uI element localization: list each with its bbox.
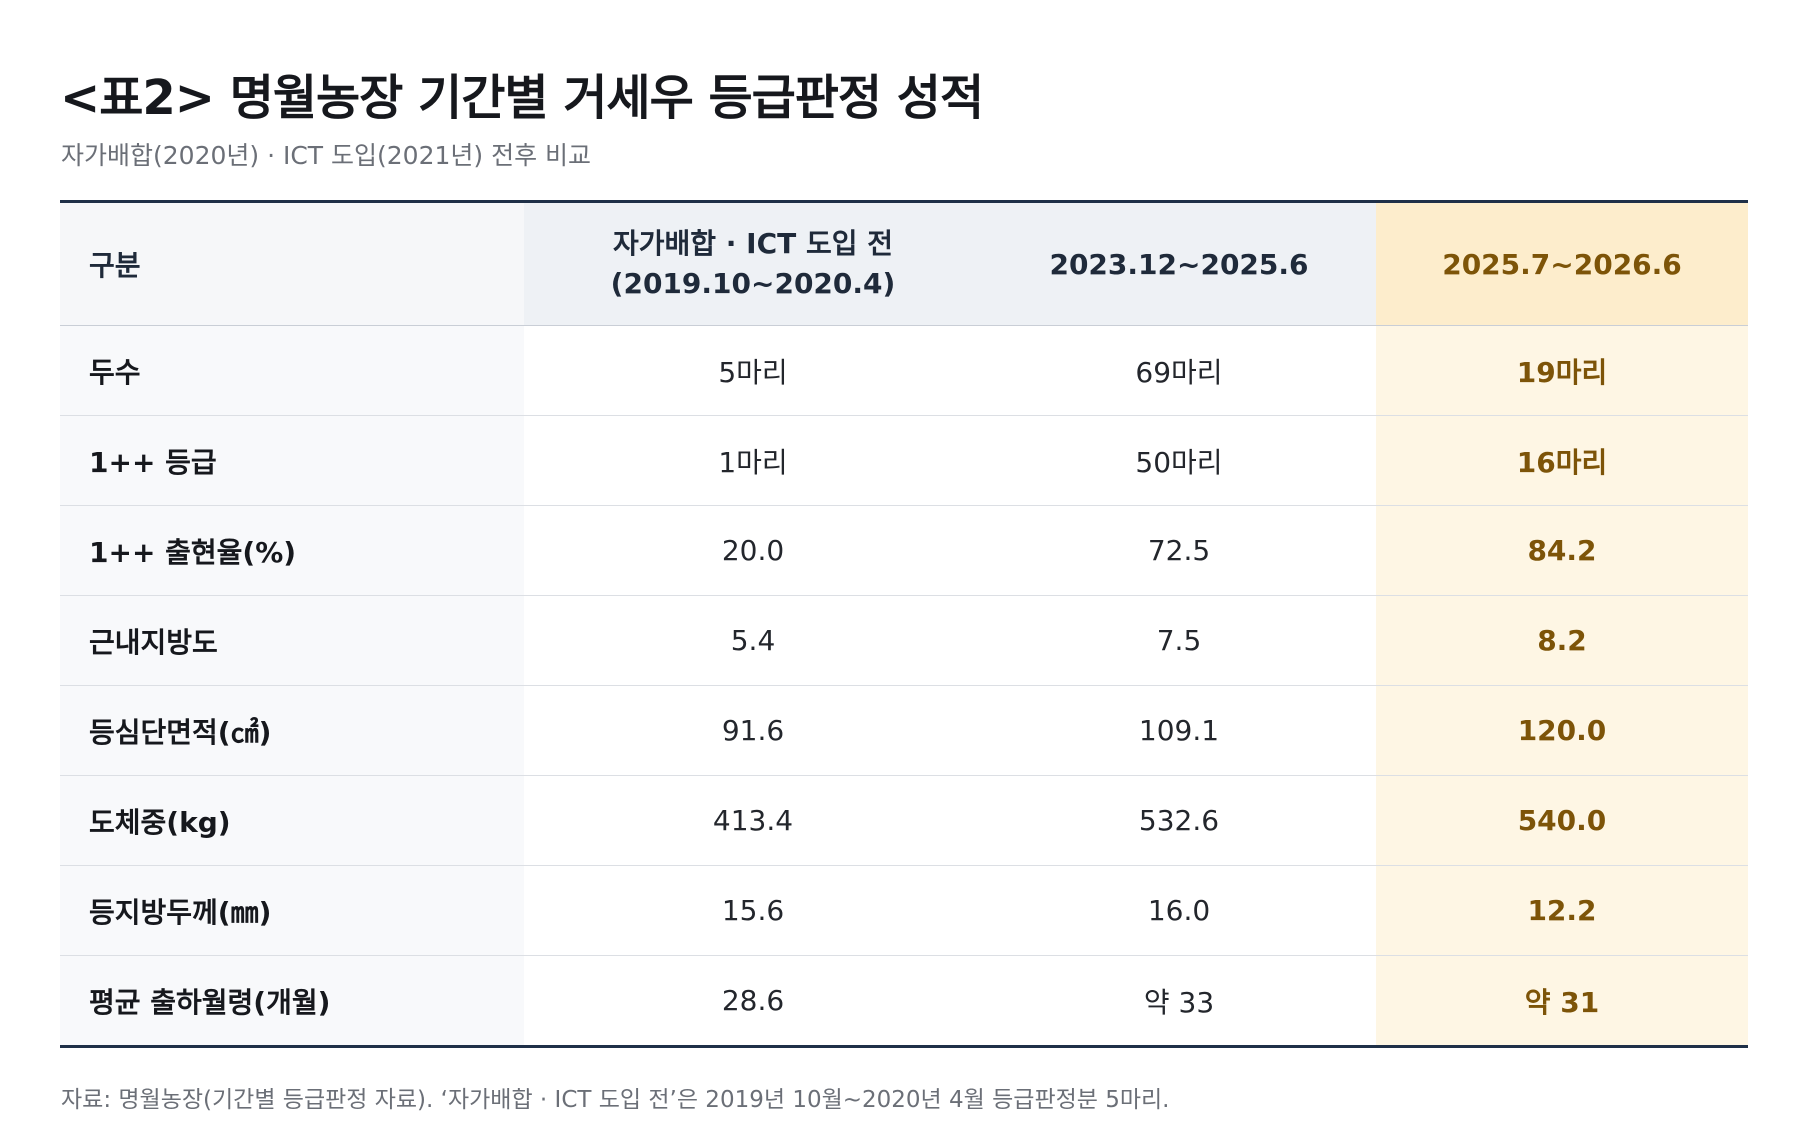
row-label: 근내지방도: [60, 595, 524, 686]
table-row: 1++ 출현율(%) 20.0 72.5 84.2: [60, 505, 1748, 596]
cell-before-ict: 5.4: [524, 595, 982, 686]
cell-2023-2025: 50마리: [982, 415, 1376, 506]
cell-before-ict: 5마리: [524, 325, 982, 416]
page-title: <표2> 명월농장 기간별 거세우 등급판정 성적: [60, 70, 984, 126]
header-category: 구분: [60, 201, 524, 326]
comparison-table-container: 구분 자가배합 · ICT 도입 전 (2019.10~2020.4) 2023…: [60, 200, 1748, 1048]
table-row: 두수 5마리 69마리 19마리: [60, 325, 1748, 416]
cell-before-ict: 28.6: [524, 955, 982, 1047]
cell-before-ict: 20.0: [524, 505, 982, 596]
table-body: 두수 5마리 69마리 19마리 1++ 등급 1마리 50마리 16마리 1++ 출현율(%)…: [60, 325, 1748, 1047]
cell-2025-2026: 120.0: [1376, 685, 1748, 776]
cell-before-ict: 91.6: [524, 685, 982, 776]
source-footnote: 자료: 명월농장(기간별 등급판정 자료). ‘자가배합 · ICT 도입 전’…: [61, 1087, 1170, 1113]
header-period-before-ict-line2: (2019.10~2020.4): [610, 267, 896, 300]
cell-2023-2025: 69마리: [982, 325, 1376, 416]
cell-2025-2026: 540.0: [1376, 775, 1748, 866]
table-row: 1++ 등급 1마리 50마리 16마리: [60, 415, 1748, 506]
row-label: 1++ 출현율(%): [60, 505, 524, 596]
row-label: 도체중(kg): [60, 775, 524, 866]
table-row: 등지방두께(㎜) 15.6 16.0 12.2: [60, 865, 1748, 956]
cell-2023-2025: 16.0: [982, 865, 1376, 956]
cell-before-ict: 413.4: [524, 775, 982, 866]
header-period-before-ict-line1: 자가배합 · ICT 도입 전: [612, 227, 894, 260]
grading-results-table: 구분 자가배합 · ICT 도입 전 (2019.10~2020.4) 2023…: [60, 200, 1748, 1048]
cell-2025-2026: 8.2: [1376, 595, 1748, 686]
cell-2025-2026: 19마리: [1376, 325, 1748, 416]
cell-before-ict: 15.6: [524, 865, 982, 956]
row-label: 등지방두께(㎜): [60, 865, 524, 956]
table-row: 등심단면적(㎠) 91.6 109.1 120.0: [60, 685, 1748, 776]
cell-before-ict: 1마리: [524, 415, 982, 506]
cell-2025-2026: 약 31: [1376, 955, 1748, 1047]
header-period-2025-2026: 2025.7~2026.6: [1376, 201, 1748, 326]
cell-2023-2025: 7.5: [982, 595, 1376, 686]
cell-2023-2025: 72.5: [982, 505, 1376, 596]
cell-2023-2025: 532.6: [982, 775, 1376, 866]
table-header: 구분 자가배합 · ICT 도입 전 (2019.10~2020.4) 2023…: [60, 201, 1748, 326]
header-row: 구분 자가배합 · ICT 도입 전 (2019.10~2020.4) 2023…: [60, 201, 1748, 326]
row-label: 1++ 등급: [60, 415, 524, 506]
cell-2025-2026: 84.2: [1376, 505, 1748, 596]
cell-2025-2026: 12.2: [1376, 865, 1748, 956]
table-row: 도체중(kg) 413.4 532.6 540.0: [60, 775, 1748, 866]
table-row: 평균 출하월령(개월) 28.6 약 33 약 31: [60, 955, 1748, 1047]
page-subtitle: 자가배합(2020년) · ICT 도입(2021년) 전후 비교: [61, 141, 592, 170]
cell-2023-2025: 109.1: [982, 685, 1376, 776]
table-row: 근내지방도 5.4 7.5 8.2: [60, 595, 1748, 686]
cell-2025-2026: 16마리: [1376, 415, 1748, 506]
cell-2023-2025: 약 33: [982, 955, 1376, 1047]
header-period-2023-2025: 2023.12~2025.6: [982, 201, 1376, 326]
row-label: 등심단면적(㎠): [60, 685, 524, 776]
row-label: 평균 출하월령(개월): [60, 955, 524, 1047]
row-label: 두수: [60, 325, 524, 416]
header-period-before-ict: 자가배합 · ICT 도입 전 (2019.10~2020.4): [524, 201, 982, 326]
